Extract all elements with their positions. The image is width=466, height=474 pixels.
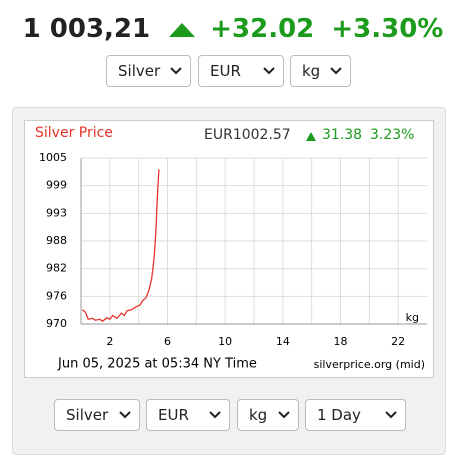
y-tick-label: 993 bbox=[46, 206, 67, 219]
dropdown[interactable]: EUR bbox=[198, 55, 284, 87]
change-pct: +3.30% bbox=[331, 14, 444, 44]
chart-frame bbox=[24, 120, 434, 378]
chevron bbox=[170, 67, 182, 75]
dropdown[interactable]: 1 Day bbox=[305, 399, 406, 431]
footer-date: Jun 05, 2025 at 05:34 NY Time bbox=[57, 357, 257, 372]
x-tick-label: 6 bbox=[164, 335, 171, 348]
change: +32.02 bbox=[210, 14, 315, 44]
dropdown[interactable]: EUR bbox=[146, 399, 230, 431]
chevron bbox=[209, 411, 221, 419]
chart-price: EUR1002.57 bbox=[204, 127, 291, 143]
y-tick-label: 970 bbox=[46, 317, 67, 330]
x-tick-label: 2 bbox=[106, 335, 113, 348]
x-tick-label: 10 bbox=[218, 335, 232, 348]
chevron bbox=[119, 411, 131, 419]
chart-change: 31.38 bbox=[322, 127, 362, 143]
chevron bbox=[385, 411, 397, 419]
header: 1 003,21 +32.02 +3.30% bbox=[0, 14, 466, 44]
chart-change-pct: 3.23% bbox=[370, 127, 414, 143]
price-line bbox=[81, 169, 160, 322]
price: 1 003,21 bbox=[22, 14, 151, 44]
dropdown-value: EUR bbox=[210, 62, 241, 80]
up-arrow bbox=[306, 132, 316, 141]
unit-label: kg bbox=[406, 311, 419, 324]
up-arrow bbox=[169, 23, 196, 37]
dropdown-value: Silver bbox=[118, 62, 161, 80]
dropdown-value: EUR bbox=[158, 406, 189, 424]
y-tick-label: 988 bbox=[46, 234, 67, 247]
dropdown-value: kg bbox=[302, 62, 321, 80]
dropdown[interactable]: Silver bbox=[54, 399, 140, 431]
x-tick-label: 14 bbox=[276, 335, 290, 348]
x-tick-label: 18 bbox=[334, 335, 348, 348]
chevron bbox=[278, 411, 290, 419]
dropdown-value: kg bbox=[249, 406, 268, 424]
chevron bbox=[263, 67, 275, 75]
y-tick-label: 976 bbox=[46, 289, 67, 302]
y-tick-label: 982 bbox=[46, 262, 67, 275]
x-tick-label: 22 bbox=[391, 335, 405, 348]
y-tick-label: 1005 bbox=[39, 151, 67, 164]
dropdown-value: 1 Day bbox=[317, 406, 361, 424]
dropdown-value: Silver bbox=[66, 406, 109, 424]
y-tick-label: 999 bbox=[46, 179, 67, 192]
source: silverprice.org (mid) bbox=[314, 358, 425, 371]
dropdown[interactable]: kg bbox=[290, 55, 351, 87]
chart: Silver Price EUR1002.57 31.38 3.23% kg J… bbox=[24, 120, 434, 378]
chevron bbox=[330, 67, 342, 75]
dropdown[interactable]: kg bbox=[237, 399, 299, 431]
chart-title: Silver Price bbox=[35, 125, 113, 141]
dropdown[interactable]: Silver bbox=[106, 55, 191, 87]
